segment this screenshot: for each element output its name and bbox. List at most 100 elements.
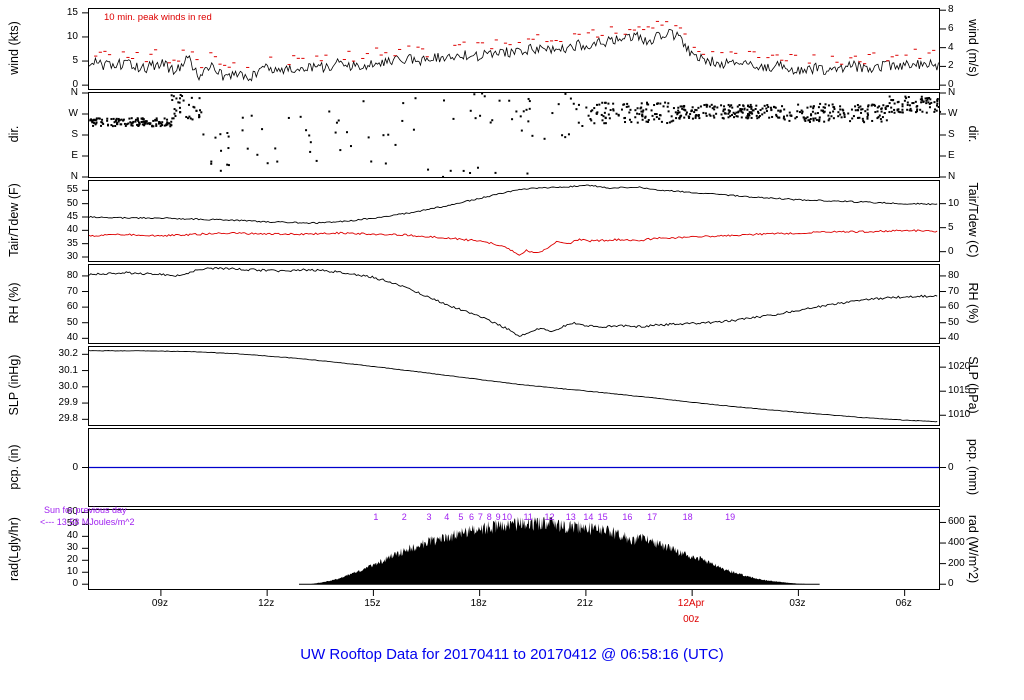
panel-slp bbox=[82, 346, 946, 426]
panel-pcp bbox=[82, 428, 946, 507]
rad-hour-mark: 6 bbox=[469, 512, 475, 522]
panel-dir bbox=[82, 92, 946, 178]
y-tick-right-tair: 5 bbox=[948, 221, 954, 233]
rad-hour-mark: 10 bbox=[501, 512, 512, 522]
y-tick-left-tair: 35 bbox=[66, 237, 78, 249]
y-axis-label-right-pcp: pcp. (mm) bbox=[966, 438, 980, 495]
rad-hour-mark: 5 bbox=[458, 512, 464, 522]
y-tick-left-rh: 40 bbox=[66, 332, 78, 344]
y-tick-left-rh: 70 bbox=[66, 285, 78, 297]
y-tick-right-rad: 600 bbox=[948, 516, 965, 528]
y-tick-right-rh: 70 bbox=[948, 285, 960, 297]
y-tick-left-tair: 30 bbox=[66, 251, 78, 262]
rad-hour-mark: 12 bbox=[544, 512, 555, 522]
rad-hour-mark: 16 bbox=[622, 512, 633, 522]
rad-hour-mark: 11 bbox=[523, 512, 533, 522]
rad-hour-mark: 13 bbox=[565, 512, 576, 522]
y-tick-left-tair: 55 bbox=[66, 184, 78, 196]
y-tick-left-dir: E bbox=[71, 150, 78, 161]
rad-hour-mark: 3 bbox=[426, 512, 432, 522]
x-tick-label: 12Apr bbox=[677, 598, 705, 609]
x-tick-label: 21z bbox=[576, 598, 593, 609]
panel-tair bbox=[82, 180, 946, 262]
rad-hour-mark: 9 bbox=[495, 512, 501, 522]
peak-wind-note: 10 min. peak winds in red bbox=[104, 12, 212, 23]
y-tick-left-rad: 50 bbox=[66, 518, 78, 530]
y-tick-left-dir: W bbox=[68, 108, 78, 119]
y-tick-right-wind: 2 bbox=[948, 60, 954, 72]
x-tick-label: 15z bbox=[364, 598, 381, 609]
x-tick-label: 09z bbox=[151, 598, 168, 609]
y-tick-right-dir: N bbox=[948, 87, 956, 98]
y-axis-label-right-rad: rad (W/m^2) bbox=[966, 514, 980, 583]
sun-energy-note: <--- 13.58 MJoules/m^2 bbox=[40, 517, 135, 527]
y-tick-left-slp: 29.9 bbox=[58, 397, 78, 409]
y-tick-left-dir: N bbox=[70, 87, 78, 98]
y-tick-right-wind: 6 bbox=[948, 22, 954, 34]
y-axis-label-right-rh: RH (%) bbox=[966, 282, 980, 324]
y-tick-left-dir: N bbox=[70, 171, 78, 182]
y-tick-left-tair: 50 bbox=[66, 197, 78, 209]
y-tick-left-slp: 30.1 bbox=[58, 364, 78, 376]
y-axis-label-left-wind: wind (kts) bbox=[7, 21, 21, 75]
rad-hour-mark: 18 bbox=[682, 512, 693, 522]
y-tick-right-slp: 1010 bbox=[948, 409, 971, 421]
y-tick-left-rad: 0 bbox=[72, 578, 78, 590]
y-tick-left-slp: 30.0 bbox=[58, 380, 78, 392]
y-axis-label-left-rh: RH (%) bbox=[7, 282, 21, 324]
y-tick-right-rh: 60 bbox=[948, 301, 960, 313]
y-tick-right-dir: E bbox=[948, 150, 955, 161]
y-axis-label-left-tair: Tair/Tdew (F) bbox=[7, 183, 21, 257]
rad-hour-mark: 15 bbox=[597, 512, 608, 522]
y-tick-left-rad: 10 bbox=[66, 566, 78, 578]
y-tick-right-wind: 4 bbox=[948, 41, 954, 53]
y-tick-left-wind: 10 bbox=[66, 30, 78, 42]
y-tick-right-rad: 400 bbox=[948, 537, 965, 549]
panel-wind bbox=[82, 8, 946, 90]
y-axis-label-left-dir: dir. bbox=[7, 125, 21, 143]
figure-title: UW Rooftop Data for 20170411 to 20170412… bbox=[300, 646, 724, 663]
y-tick-left-dir: S bbox=[71, 129, 78, 140]
y-axis-label-left-rad: rad(Lgly/hr) bbox=[7, 516, 21, 581]
y-tick-right-rh: 50 bbox=[948, 316, 960, 328]
rad-hour-mark: 14 bbox=[583, 512, 594, 522]
y-tick-right-wind: 0 bbox=[948, 79, 954, 91]
y-tick-left-rh: 60 bbox=[66, 301, 78, 313]
rad-hour-mark: 8 bbox=[486, 512, 492, 522]
y-tick-right-dir: W bbox=[948, 108, 958, 119]
y-tick-left-tair: 40 bbox=[66, 224, 78, 236]
y-tick-left-wind: 5 bbox=[72, 55, 78, 67]
y-tick-left-rad: 30 bbox=[66, 542, 78, 554]
panel-rh bbox=[82, 264, 946, 344]
y-tick-right-rad: 200 bbox=[948, 557, 965, 569]
panel-rad bbox=[82, 509, 946, 596]
rad-hour-mark: 4 bbox=[444, 512, 450, 522]
x-tick-label: 12z bbox=[258, 598, 275, 609]
y-tick-right-slp: 1015 bbox=[948, 385, 971, 397]
x-tick-label: 18z bbox=[470, 598, 487, 609]
y-tick-right-pcp: 0 bbox=[948, 461, 954, 473]
y-axis-label-right-slp: SLP (hPa) bbox=[966, 356, 980, 414]
y-axis-label-right-dir: dir. bbox=[966, 125, 980, 143]
y-axis-label-left-slp: SLP (inHg) bbox=[7, 354, 21, 416]
y-tick-right-rh: 40 bbox=[948, 332, 960, 344]
rad-hour-mark: 1 bbox=[373, 512, 379, 522]
rad-hour-mark: 19 bbox=[725, 512, 736, 522]
rad-hour-mark: 17 bbox=[647, 512, 658, 522]
y-tick-right-rad: 0 bbox=[948, 578, 954, 590]
y-tick-left-rad: 20 bbox=[66, 554, 78, 566]
y-tick-right-tair: 0 bbox=[948, 245, 954, 257]
y-tick-left-rh: 50 bbox=[66, 316, 78, 328]
y-tick-left-slp: 29.8 bbox=[58, 413, 78, 425]
y-tick-left-tair: 45 bbox=[66, 211, 78, 222]
y-tick-right-rh: 80 bbox=[948, 269, 960, 281]
rad-hour-mark: 7 bbox=[477, 512, 483, 522]
x-tick-label-second-line: 00z bbox=[683, 614, 700, 625]
y-axis-label-right-wind: wind (m/s) bbox=[966, 19, 980, 77]
y-tick-right-dir: N bbox=[948, 171, 956, 182]
x-tick-label: 06z bbox=[895, 598, 912, 609]
y-tick-left-rh: 80 bbox=[66, 269, 78, 281]
y-tick-left-rad: 40 bbox=[66, 530, 78, 542]
